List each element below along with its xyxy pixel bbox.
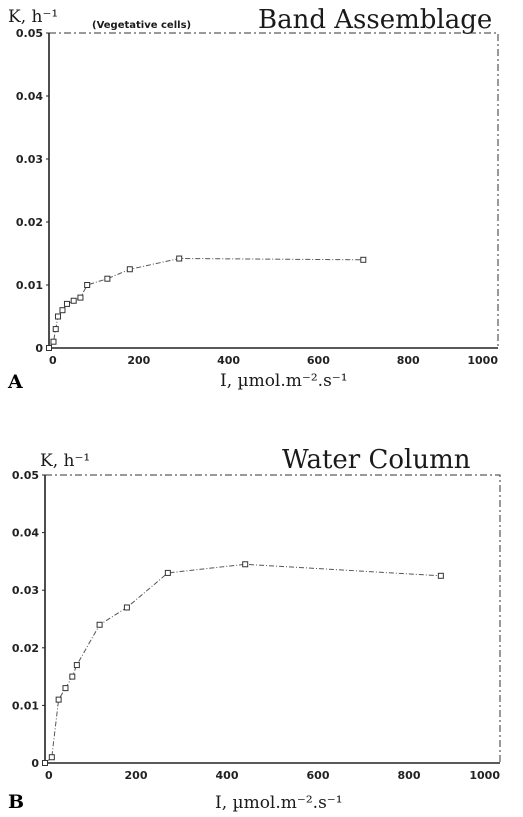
x-tick-label: 400: [217, 354, 240, 367]
data-point: [84, 282, 91, 288]
y-tick-label: 0.03: [12, 584, 39, 597]
y-tick-label: 0.01: [12, 699, 39, 712]
x-tick-label: 600: [307, 769, 330, 782]
data-point: [437, 572, 444, 579]
x-axis-label: I, µmol.m⁻².s⁻¹: [215, 793, 343, 813]
data-point: [48, 754, 55, 761]
y-tick-label: 0.02: [12, 642, 39, 655]
data-point: [77, 294, 84, 301]
chart-title: Band Assemblage: [258, 5, 492, 35]
data-point: [123, 604, 130, 611]
data-point: [242, 561, 249, 568]
y-tick-label: 0.02: [16, 216, 43, 229]
data-point: [46, 345, 52, 351]
data-point: [104, 275, 111, 282]
x-tick-label: 1000: [467, 354, 498, 367]
x-tick-label: 800: [398, 769, 421, 782]
x-tick-label: 400: [216, 769, 239, 782]
y-axis-label: K, h⁻¹: [40, 451, 90, 471]
data-point: [73, 662, 80, 669]
data-point: [96, 621, 103, 628]
data-point: [52, 326, 59, 333]
panel-letter: B: [8, 791, 24, 813]
x-tick-label: 800: [397, 354, 420, 367]
x-tick-label: 200: [127, 354, 150, 367]
data-point: [70, 297, 77, 304]
panel-b-chart: Water Column K, h⁻¹ I, µmol.m⁻².s⁻¹ B 00…: [8, 445, 501, 813]
x-tick-label: 1000: [469, 769, 500, 782]
y-tick-labels: 0 0.01 0.02 0.03 0.04 0.05: [12, 469, 45, 770]
data-point: [69, 673, 76, 680]
y-axis-note: (Vegetative cells): [92, 20, 191, 31]
data-point: [63, 300, 70, 307]
data-point: [62, 685, 69, 692]
x-axis-label: I, µmol.m⁻².s⁻¹: [220, 371, 348, 391]
x-tick-label: 200: [125, 769, 148, 782]
series-line: [44, 563, 441, 764]
y-tick-label: 0.04: [16, 90, 43, 103]
x-tick-label: 0: [49, 354, 57, 367]
data-point: [55, 696, 62, 703]
panel-letter: A: [7, 371, 23, 393]
plot-frame: [44, 474, 501, 764]
y-tick-label: 0.04: [12, 527, 39, 540]
x-tick-label: 0: [45, 769, 53, 782]
data-point: [126, 266, 133, 273]
x-tick-labels: 0 200 400 600 800 1000: [45, 769, 500, 782]
data-point: [59, 307, 66, 314]
x-tick-labels: 0 200 400 600 800 1000: [49, 354, 498, 367]
series-group: [42, 561, 444, 766]
panel-a-chart: Band Assemblage K, h⁻¹ (Vegetative cells…: [7, 5, 499, 393]
data-point: [42, 760, 48, 766]
data-point: [54, 313, 61, 320]
plot-frame: [48, 32, 499, 349]
y-tick-label: 0.03: [16, 153, 43, 166]
data-point: [164, 569, 171, 576]
y-tick-labels: 0 0.01 0.02 0.03 0.04 0.05: [16, 27, 49, 355]
chart-title: Water Column: [282, 445, 471, 475]
y-tick-label: 0.01: [16, 279, 43, 292]
series-line: [48, 257, 364, 349]
data-point: [176, 255, 183, 262]
data-point: [50, 338, 57, 345]
y-axis-label: K, h⁻¹: [8, 7, 58, 27]
x-tick-label: 600: [307, 354, 330, 367]
series-group: [46, 255, 367, 351]
y-tick-label: 0.05: [12, 469, 39, 482]
y-tick-label: 0: [35, 342, 43, 355]
y-tick-label: 0.05: [16, 27, 43, 40]
y-tick-label: 0: [31, 757, 39, 770]
data-point: [360, 256, 367, 263]
